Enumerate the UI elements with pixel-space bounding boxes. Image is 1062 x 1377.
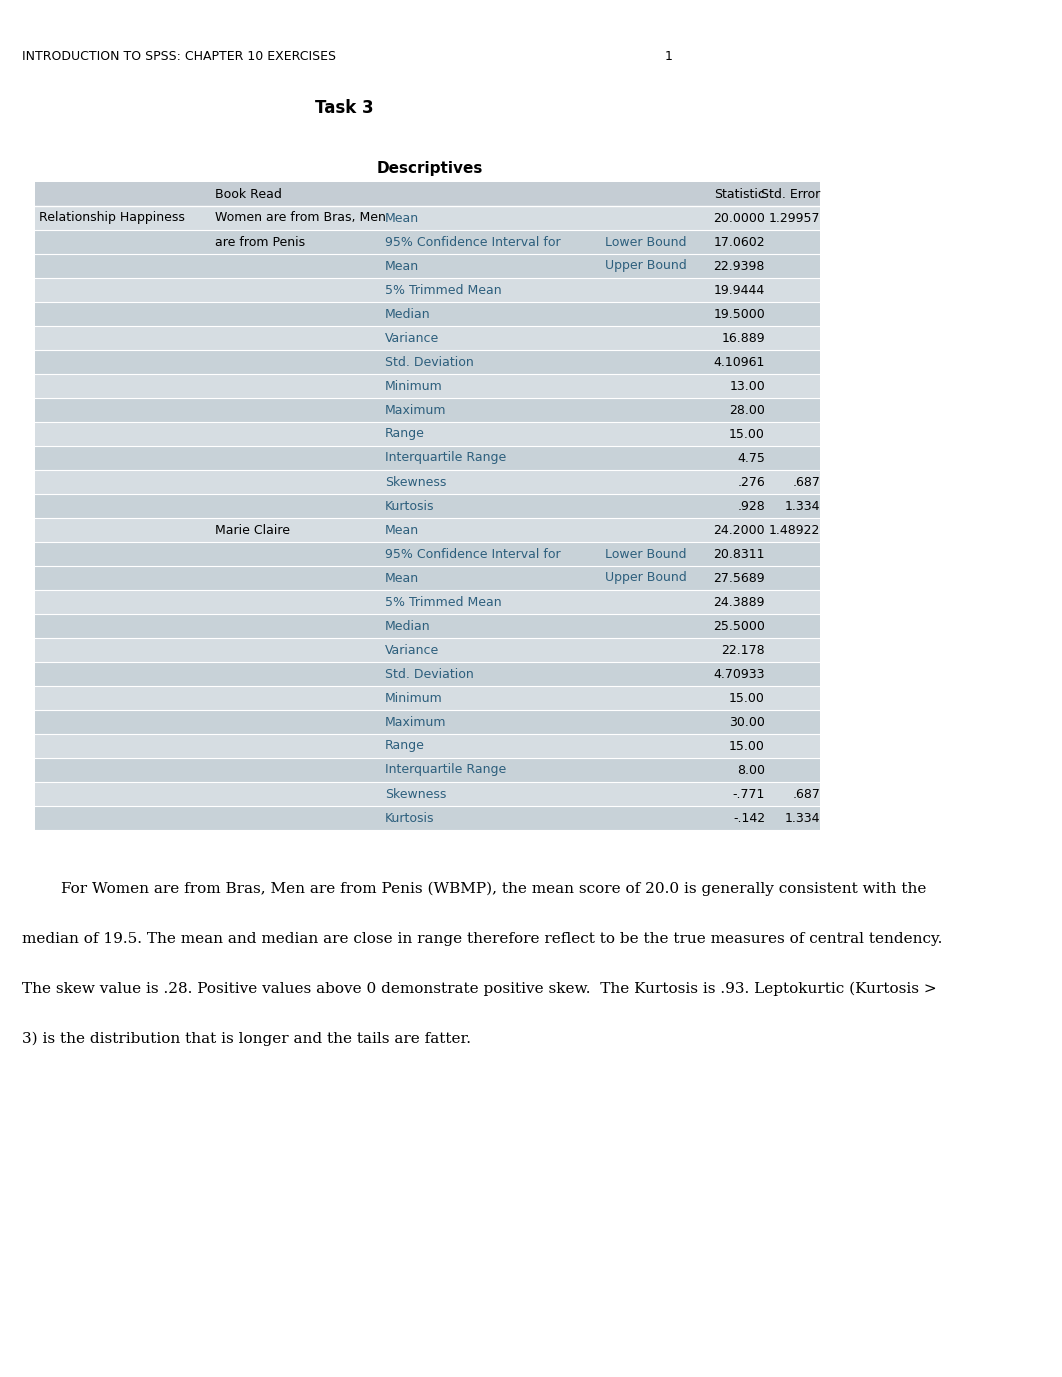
Text: 5% Trimmed Mean: 5% Trimmed Mean bbox=[386, 595, 501, 609]
Text: 27.5689: 27.5689 bbox=[714, 571, 765, 584]
Text: Kurtosis: Kurtosis bbox=[386, 500, 434, 512]
Text: 19.5000: 19.5000 bbox=[714, 307, 765, 321]
Text: Median: Median bbox=[386, 307, 430, 321]
Text: 3) is the distribution that is longer and the tails are fatter.: 3) is the distribution that is longer an… bbox=[22, 1031, 472, 1047]
Bar bbox=[35, 711, 820, 734]
Text: Marie Claire: Marie Claire bbox=[215, 523, 290, 537]
Text: .687: .687 bbox=[792, 475, 820, 489]
Text: Book Read: Book Read bbox=[215, 187, 281, 201]
Bar bbox=[35, 182, 820, 830]
Text: 8.00: 8.00 bbox=[737, 763, 765, 777]
Text: Variance: Variance bbox=[386, 643, 440, 657]
Text: Maximum: Maximum bbox=[386, 716, 446, 728]
Bar bbox=[35, 302, 820, 326]
Text: Interquartile Range: Interquartile Range bbox=[386, 452, 507, 464]
Text: 4.75: 4.75 bbox=[737, 452, 765, 464]
Text: 15.00: 15.00 bbox=[730, 691, 765, 705]
Text: The skew value is .28. Positive values above 0 demonstrate positive skew.  The K: The skew value is .28. Positive values a… bbox=[22, 982, 937, 997]
Text: 1: 1 bbox=[665, 51, 673, 63]
Text: 1.29957: 1.29957 bbox=[769, 212, 820, 224]
Text: Statistic: Statistic bbox=[714, 187, 765, 201]
Text: Descriptives: Descriptives bbox=[377, 161, 483, 175]
Bar bbox=[35, 446, 820, 470]
Text: For Women are from Bras, Men are from Penis (WBMP), the mean score of 20.0 is ge: For Women are from Bras, Men are from Pe… bbox=[22, 883, 926, 896]
Text: 15.00: 15.00 bbox=[730, 739, 765, 752]
Text: 1.334: 1.334 bbox=[785, 811, 820, 825]
Text: Upper Bound: Upper Bound bbox=[605, 571, 687, 584]
Text: Std. Error: Std. Error bbox=[760, 187, 820, 201]
Bar bbox=[35, 806, 820, 830]
Text: Mean: Mean bbox=[386, 523, 419, 537]
Text: INTRODUCTION TO SPSS: CHAPTER 10 EXERCISES: INTRODUCTION TO SPSS: CHAPTER 10 EXERCIS… bbox=[22, 51, 336, 63]
Bar bbox=[35, 494, 820, 518]
Bar bbox=[35, 662, 820, 686]
Text: Mean: Mean bbox=[386, 259, 419, 273]
Bar bbox=[35, 543, 820, 566]
Bar bbox=[35, 566, 820, 589]
Text: 1.48922: 1.48922 bbox=[769, 523, 820, 537]
Text: Minimum: Minimum bbox=[386, 380, 443, 392]
Bar bbox=[35, 182, 820, 207]
Text: 17.0602: 17.0602 bbox=[714, 235, 765, 248]
Text: 4.10961: 4.10961 bbox=[714, 355, 765, 369]
Text: Lower Bound: Lower Bound bbox=[605, 235, 686, 248]
Text: Skewness: Skewness bbox=[386, 475, 446, 489]
Text: 20.0000: 20.0000 bbox=[713, 212, 765, 224]
Text: Task 3: Task 3 bbox=[314, 99, 374, 117]
Text: .687: .687 bbox=[792, 788, 820, 800]
Text: .276: .276 bbox=[737, 475, 765, 489]
Text: Relationship Happiness: Relationship Happiness bbox=[39, 212, 185, 224]
Text: 24.3889: 24.3889 bbox=[714, 595, 765, 609]
Text: 4.70933: 4.70933 bbox=[714, 668, 765, 680]
Text: Std. Deviation: Std. Deviation bbox=[386, 355, 474, 369]
Text: 15.00: 15.00 bbox=[730, 427, 765, 441]
Text: Range: Range bbox=[386, 427, 425, 441]
Bar bbox=[35, 757, 820, 782]
Text: 22.9398: 22.9398 bbox=[714, 259, 765, 273]
Text: Interquartile Range: Interquartile Range bbox=[386, 763, 507, 777]
Text: Std. Deviation: Std. Deviation bbox=[386, 668, 474, 680]
Text: -.142: -.142 bbox=[733, 811, 765, 825]
Text: median of 19.5. The mean and median are close in range therefore reflect to be t: median of 19.5. The mean and median are … bbox=[22, 932, 942, 946]
Text: Minimum: Minimum bbox=[386, 691, 443, 705]
Text: 28.00: 28.00 bbox=[730, 403, 765, 416]
Text: 30.00: 30.00 bbox=[730, 716, 765, 728]
Text: Lower Bound: Lower Bound bbox=[605, 548, 686, 560]
Bar bbox=[35, 253, 820, 278]
Text: 13.00: 13.00 bbox=[730, 380, 765, 392]
Text: 16.889: 16.889 bbox=[721, 332, 765, 344]
Text: Maximum: Maximum bbox=[386, 403, 446, 416]
Text: are from Penis: are from Penis bbox=[215, 235, 305, 248]
Bar bbox=[35, 614, 820, 638]
Text: Mean: Mean bbox=[386, 212, 419, 224]
Text: 24.2000: 24.2000 bbox=[714, 523, 765, 537]
Text: Skewness: Skewness bbox=[386, 788, 446, 800]
Text: 20.8311: 20.8311 bbox=[714, 548, 765, 560]
Text: 95% Confidence Interval for: 95% Confidence Interval for bbox=[386, 548, 561, 560]
Text: Range: Range bbox=[386, 739, 425, 752]
Text: Upper Bound: Upper Bound bbox=[605, 259, 687, 273]
Text: 5% Trimmed Mean: 5% Trimmed Mean bbox=[386, 284, 501, 296]
Text: 95% Confidence Interval for: 95% Confidence Interval for bbox=[386, 235, 561, 248]
Text: 22.178: 22.178 bbox=[721, 643, 765, 657]
Bar bbox=[35, 230, 820, 253]
Text: 19.9444: 19.9444 bbox=[714, 284, 765, 296]
Text: Median: Median bbox=[386, 620, 430, 632]
Text: .928: .928 bbox=[737, 500, 765, 512]
Text: 25.5000: 25.5000 bbox=[713, 620, 765, 632]
Bar bbox=[35, 398, 820, 421]
Text: Variance: Variance bbox=[386, 332, 440, 344]
Bar bbox=[35, 350, 820, 375]
Text: Women are from Bras, Men: Women are from Bras, Men bbox=[215, 212, 386, 224]
Text: -.771: -.771 bbox=[733, 788, 765, 800]
Text: 1.334: 1.334 bbox=[785, 500, 820, 512]
Text: Mean: Mean bbox=[386, 571, 419, 584]
Text: Kurtosis: Kurtosis bbox=[386, 811, 434, 825]
